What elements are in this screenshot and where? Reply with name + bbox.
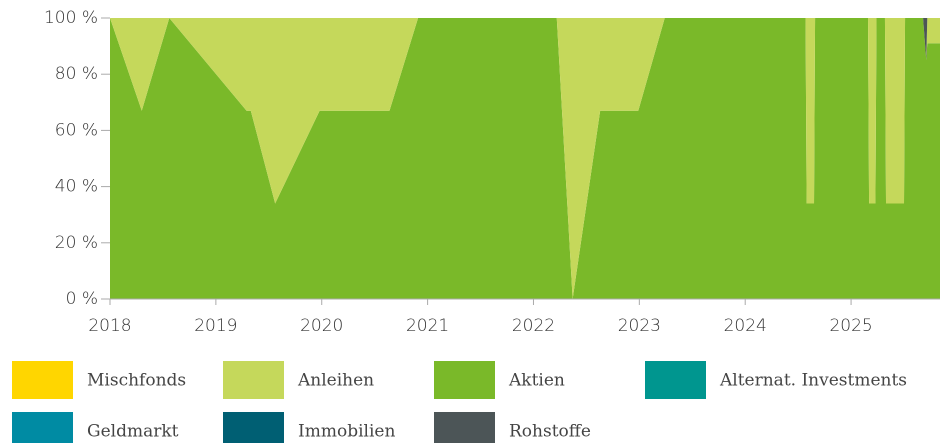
legend-swatch [12,361,73,399]
legend-label: Anleihen [297,371,374,391]
legend-label: Mischfonds [87,371,186,391]
x-tick-label: 2022 [512,316,555,336]
legend-swatch [434,361,495,399]
legend-label: Alternat. Investments [719,371,907,391]
y-tick-label: 20 % [55,233,98,253]
y-tick-label: 60 % [55,120,98,140]
x-tick-label: 2024 [724,316,767,336]
x-tick-label: 2023 [618,316,661,336]
area [110,18,940,299]
legend-swatch [223,412,284,443]
legend-label: Rohstoffe [509,422,591,442]
y-tick-label: 100 % [44,8,98,28]
area [110,18,940,299]
x-tick-label: 2025 [829,316,872,336]
legend-swatch [434,412,495,443]
legend-swatch [12,412,73,443]
legend-swatch [645,361,706,399]
legend-label: Geldmarkt [87,422,179,442]
legend-label: Immobilien [298,422,395,442]
legend-swatch [223,361,284,399]
y-tick-label: 0 % [66,289,98,309]
x-tick-label: 2019 [194,316,237,336]
legend-label: Aktien [508,371,565,391]
x-tick-label: 2021 [406,316,449,336]
y-tick-label: 40 % [55,177,98,197]
x-tick-label: 2020 [300,316,343,336]
y-tick-label: 80 % [55,64,98,84]
x-tick-label: 2018 [88,316,131,336]
